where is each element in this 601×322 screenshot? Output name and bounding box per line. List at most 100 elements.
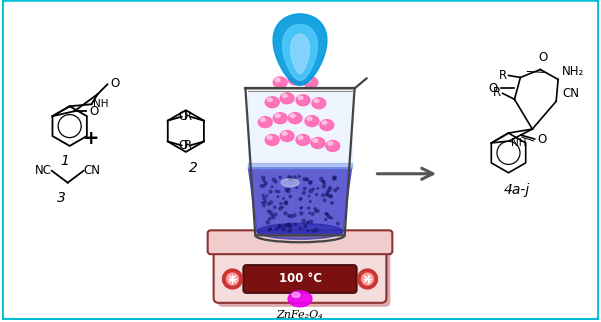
Circle shape [263,204,266,207]
Circle shape [279,203,282,205]
Circle shape [310,181,312,183]
Circle shape [288,175,291,179]
Circle shape [287,189,290,193]
Circle shape [222,269,242,289]
Circle shape [281,206,283,208]
Circle shape [299,227,301,230]
Circle shape [307,230,309,232]
Circle shape [279,176,281,178]
Circle shape [288,229,291,232]
Circle shape [271,214,273,216]
Circle shape [309,181,312,185]
Ellipse shape [306,78,311,82]
Circle shape [305,178,308,180]
Circle shape [310,220,313,223]
Ellipse shape [311,137,325,148]
Text: 2: 2 [189,161,198,175]
Text: R: R [492,86,501,99]
Circle shape [322,181,324,183]
Circle shape [278,226,280,228]
Circle shape [260,185,263,187]
Text: NH₂: NH₂ [562,65,584,78]
Ellipse shape [305,116,319,127]
Polygon shape [291,34,310,73]
Text: O: O [538,51,548,63]
Ellipse shape [267,98,272,101]
Ellipse shape [275,78,280,82]
Circle shape [301,207,302,208]
Circle shape [328,215,331,218]
Circle shape [293,176,296,179]
Circle shape [325,219,327,221]
Ellipse shape [314,99,319,102]
Circle shape [331,217,332,219]
Ellipse shape [281,179,299,187]
Ellipse shape [296,135,310,146]
Circle shape [263,180,265,182]
Circle shape [326,191,329,194]
Circle shape [299,198,302,201]
Text: O: O [111,77,120,90]
Text: 100 °C: 100 °C [278,272,322,286]
Circle shape [320,177,323,181]
Circle shape [275,190,278,192]
Text: R: R [498,69,507,82]
Circle shape [275,180,277,183]
Ellipse shape [282,132,287,135]
Circle shape [261,202,264,204]
Ellipse shape [257,223,343,239]
Circle shape [307,222,308,223]
Circle shape [322,194,325,197]
Circle shape [327,194,329,196]
Ellipse shape [273,77,287,88]
Circle shape [329,186,331,189]
Text: R: R [184,110,192,123]
Ellipse shape [313,139,318,142]
Circle shape [289,225,291,227]
Circle shape [308,221,309,223]
Circle shape [263,185,265,187]
Ellipse shape [328,142,333,145]
Ellipse shape [258,117,272,128]
Circle shape [358,269,377,289]
FancyBboxPatch shape [213,238,386,303]
Circle shape [289,195,291,198]
Circle shape [261,176,265,179]
Circle shape [266,195,267,196]
Circle shape [316,210,319,212]
Circle shape [330,195,332,197]
Polygon shape [282,25,317,80]
Circle shape [303,178,306,181]
Circle shape [282,198,284,199]
Circle shape [333,176,337,179]
Circle shape [286,223,290,227]
Circle shape [269,190,272,193]
Circle shape [362,273,373,285]
Circle shape [296,187,297,189]
Ellipse shape [312,98,326,109]
Circle shape [328,189,331,192]
Circle shape [322,185,326,188]
Text: O: O [89,105,99,118]
Circle shape [331,202,334,204]
Text: NC: NC [35,164,52,177]
Circle shape [316,194,318,196]
Circle shape [279,207,282,210]
Circle shape [290,178,292,180]
Circle shape [325,213,327,214]
Circle shape [267,210,270,212]
Ellipse shape [288,113,302,124]
Circle shape [308,207,310,209]
Text: CN: CN [562,87,579,100]
Circle shape [311,213,314,215]
Circle shape [264,182,267,185]
Ellipse shape [267,136,272,139]
Circle shape [323,199,326,202]
Text: +: + [84,128,100,147]
Circle shape [314,210,317,213]
Circle shape [285,188,288,191]
Ellipse shape [265,97,279,108]
Circle shape [227,273,239,285]
Ellipse shape [275,114,280,118]
Text: O: O [538,132,547,146]
